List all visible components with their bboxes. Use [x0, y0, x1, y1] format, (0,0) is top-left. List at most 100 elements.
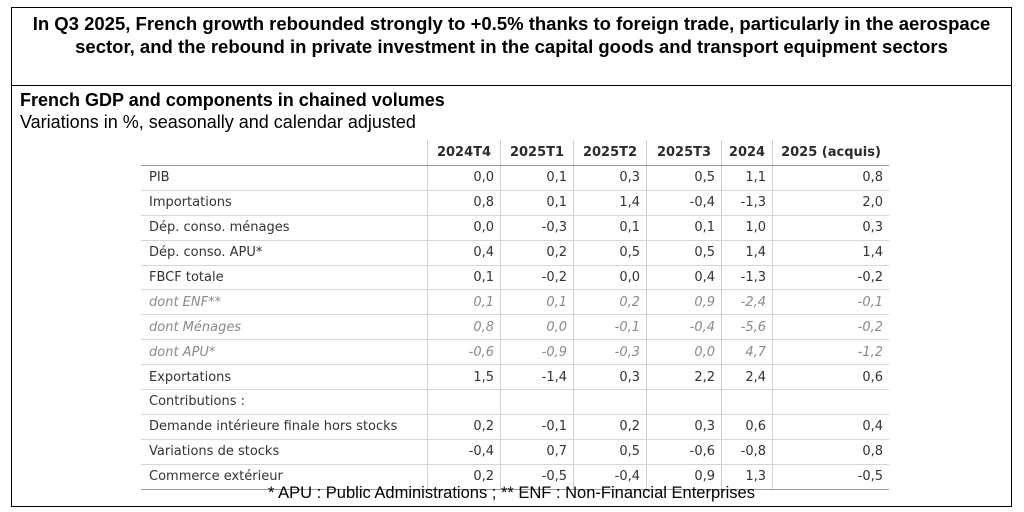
- row-label: Demande intérieure finale hors stocks: [141, 414, 428, 440]
- table-cell: 0,0: [500, 314, 574, 341]
- row-label: Dép. conso. APU*: [141, 240, 428, 266]
- table-cell: -1,3: [721, 265, 773, 291]
- table-cell: 1,5: [427, 364, 501, 391]
- row-label: dont Ménages: [141, 314, 428, 341]
- row-label: PIB: [141, 165, 428, 191]
- table-cell: 1,4: [573, 190, 647, 216]
- table-row: Importations 0,8 0,1 1,4 -0,4 -1,3 2,0: [141, 190, 889, 216]
- table-cell: 0,3: [573, 364, 647, 391]
- chart-caption: Variations in %, seasonally and calendar…: [20, 112, 416, 132]
- table-cell: -1,3: [721, 190, 773, 216]
- table-cell: -0,1: [500, 414, 574, 440]
- table-row: Commerce extérieur 0,2 -0,5 -0,4 0,9 1,3…: [141, 464, 889, 490]
- table-row: dont Ménages 0,8 0,0 -0,1 -0,4 -5,6 -0,2: [141, 314, 889, 341]
- table-cell: -0,6: [646, 439, 722, 465]
- table-cell: 4,7: [721, 339, 773, 366]
- table-cell: 0,2: [573, 289, 647, 316]
- table-cell: -1,4: [500, 364, 574, 391]
- table-cell: -2,4: [721, 289, 773, 316]
- chart-subtitle: French GDP and components in chained vol…: [20, 90, 445, 110]
- table-cell: 0,2: [573, 414, 647, 440]
- table-cell: 0,1: [427, 265, 501, 291]
- table-cell: 0,8: [427, 190, 501, 216]
- table-row: dont APU* -0,6 -0,9 -0,3 0,0 4,7 -1,2: [141, 339, 889, 366]
- table-cell: 0,0: [646, 339, 722, 366]
- column-header: 2025T2: [573, 140, 647, 166]
- column-header: 2025T3: [646, 140, 722, 166]
- table-cell: -0,2: [772, 265, 889, 291]
- table-cell: 0,8: [772, 439, 889, 465]
- table-cell: 0,1: [500, 165, 574, 191]
- table-cell: 0,2: [500, 240, 574, 266]
- table-header-row: 2024T4 2025T1 2025T2 2025T3 2024 2025 (a…: [141, 140, 889, 166]
- table-cell: -5,6: [721, 314, 773, 341]
- gdp-table: 2024T4 2025T1 2025T2 2025T3 2024 2025 (a…: [141, 140, 889, 490]
- table-cell: 0,8: [772, 165, 889, 191]
- table-cell: 0,0: [427, 165, 501, 191]
- table-cell: 0,5: [573, 439, 647, 465]
- table-row: Dép. conso. APU* 0,4 0,2 0,5 0,5 1,4 1,4: [141, 240, 889, 266]
- table-cell: -0,3: [500, 215, 574, 241]
- table-cell: -0,6: [427, 339, 501, 366]
- table-cell: -0,4: [573, 464, 647, 490]
- table-cell: 0,1: [500, 289, 574, 316]
- table-cell: 1,3: [721, 464, 773, 490]
- row-label: Importations: [141, 190, 428, 216]
- footnote: * APU : Public Administrations ; ** ENF …: [268, 484, 755, 502]
- table-cell: 0,3: [646, 414, 722, 440]
- table-cell: [500, 389, 574, 415]
- row-label: Variations de stocks: [141, 439, 428, 465]
- table-cell: 0,6: [721, 414, 773, 440]
- table-cell: 0,5: [646, 165, 722, 191]
- table-cell: 0,6: [772, 364, 889, 391]
- table-cell: 0,9: [646, 289, 722, 316]
- row-label: dont ENF**: [141, 289, 428, 316]
- table-cell: [772, 389, 889, 415]
- table-cell: -0,5: [500, 464, 574, 490]
- figure-frame: In Q3 2025, French growth rebounded stro…: [11, 7, 1012, 507]
- table-cell: 1,1: [721, 165, 773, 191]
- table-cell: -0,5: [772, 464, 889, 490]
- headline: In Q3 2025, French growth rebounded stro…: [12, 8, 1011, 86]
- table-row: PIB 0,0 0,1 0,3 0,5 1,1 0,8: [141, 165, 889, 191]
- row-label: Dép. conso. ménages: [141, 215, 428, 241]
- table-row: dont ENF** 0,1 0,1 0,2 0,9 -2,4 -0,1: [141, 289, 889, 316]
- table-cell: -0,4: [646, 314, 722, 341]
- table-cell: 0,1: [427, 289, 501, 316]
- table-cell: 0,2: [427, 414, 501, 440]
- table-cell: 0,4: [772, 414, 889, 440]
- column-header: 2024T4: [427, 140, 501, 166]
- table-row: Contributions :: [141, 389, 889, 415]
- table-cell: 1,0: [721, 215, 773, 241]
- table-cell: 0,3: [573, 165, 647, 191]
- table-cell: 0,1: [646, 215, 722, 241]
- table-cell: 0,8: [427, 314, 501, 341]
- table-cell: 2,2: [646, 364, 722, 391]
- table-cell: 0,0: [427, 215, 501, 241]
- row-label: Exportations: [141, 364, 428, 391]
- table-cell: -0,1: [573, 314, 647, 341]
- row-label: Commerce extérieur: [141, 464, 428, 490]
- table-cell: 2,0: [772, 190, 889, 216]
- table-cell: 0,7: [500, 439, 574, 465]
- table-cell: -0,3: [573, 339, 647, 366]
- table-cell: 0,1: [573, 215, 647, 241]
- table-cell: -0,1: [772, 289, 889, 316]
- column-header: 2025 (acquis): [772, 140, 889, 166]
- table-row: Variations de stocks -0,4 0,7 0,5 -0,6 -…: [141, 439, 889, 465]
- table-cell: -0,2: [772, 314, 889, 341]
- table-cell: 0,4: [427, 240, 501, 266]
- table-cell: [721, 389, 773, 415]
- column-header: 2024: [721, 140, 773, 166]
- table-cell: [646, 389, 722, 415]
- row-label: FBCF totale: [141, 265, 428, 291]
- table-cell: 0,5: [646, 240, 722, 266]
- table-cell: [427, 389, 501, 415]
- table-cell: 1,4: [721, 240, 773, 266]
- table-row: Exportations 1,5 -1,4 0,3 2,2 2,4 0,6: [141, 364, 889, 391]
- table-cell: 0,3: [772, 215, 889, 241]
- table-cell: 0,4: [646, 265, 722, 291]
- table-cell: -0,4: [646, 190, 722, 216]
- table-cell: -0,2: [500, 265, 574, 291]
- table-cell: 1,4: [772, 240, 889, 266]
